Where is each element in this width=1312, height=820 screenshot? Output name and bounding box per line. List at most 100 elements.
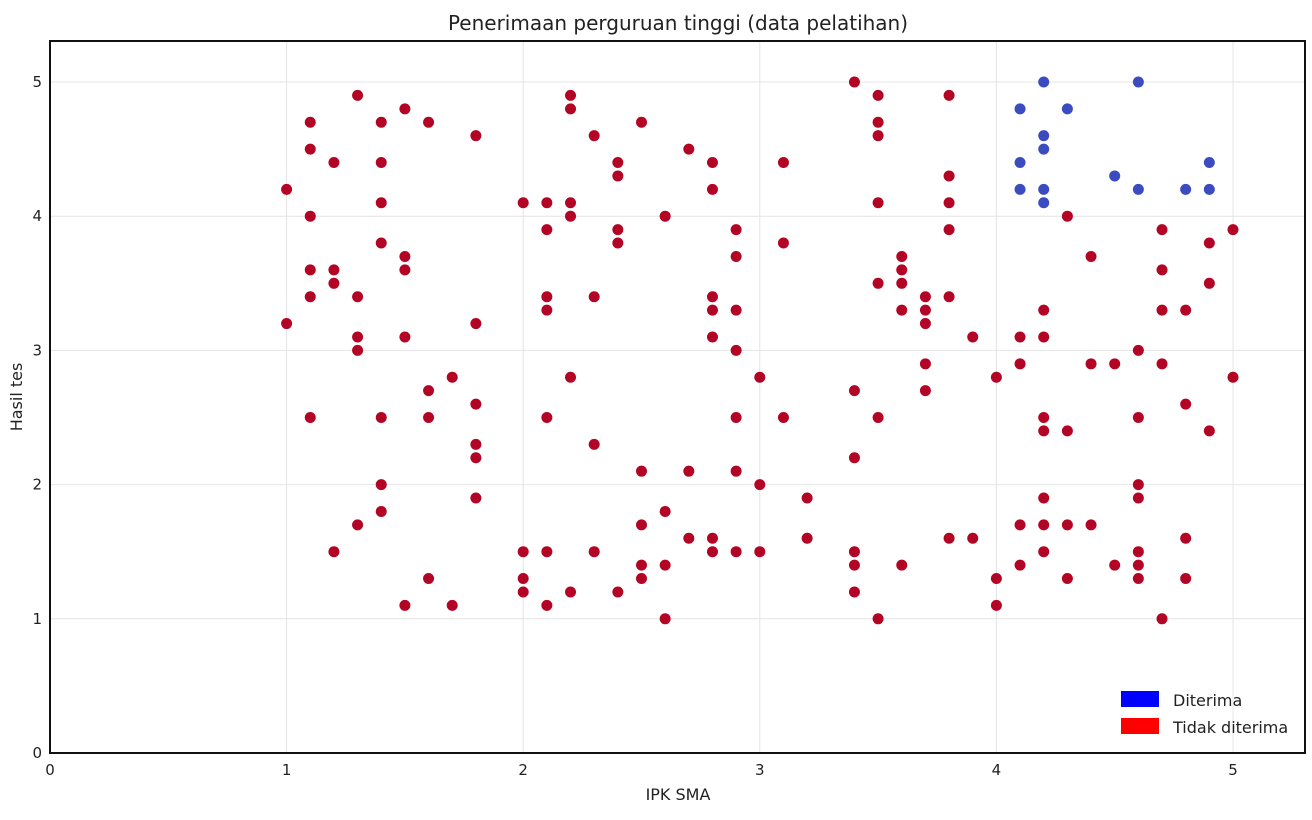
point-tidak-diterima (754, 546, 766, 558)
tick-labels: 0 1 2 3 4 5 0 1 2 3 4 5 (32, 73, 1237, 779)
point-tidak-diterima (517, 546, 529, 558)
point-tidak-diterima (328, 264, 340, 276)
point-tidak-diterima (446, 599, 458, 611)
point-tidak-diterima (1085, 250, 1097, 262)
points-layer (281, 76, 1239, 625)
point-tidak-diterima (919, 291, 931, 303)
point-tidak-diterima (565, 586, 577, 598)
y-tick-label: 4 (32, 207, 42, 225)
point-tidak-diterima (588, 438, 600, 450)
point-diterima (1038, 143, 1050, 155)
point-tidak-diterima (896, 264, 908, 276)
point-tidak-diterima (612, 170, 624, 182)
point-tidak-diterima (470, 438, 482, 450)
point-tidak-diterima (683, 143, 695, 155)
point-tidak-diterima (281, 318, 293, 330)
legend-label-diterima: Diterima (1173, 691, 1242, 710)
x-tick-label: 3 (755, 761, 765, 779)
point-tidak-diterima (352, 344, 364, 356)
point-tidak-diterima (517, 586, 529, 598)
point-tidak-diterima (659, 559, 671, 571)
point-tidak-diterima (612, 586, 624, 598)
point-tidak-diterima (281, 183, 293, 195)
chart-title: Penerimaan perguruan tinggi (data pelati… (448, 11, 908, 35)
point-tidak-diterima (375, 237, 387, 249)
point-tidak-diterima (848, 385, 860, 397)
point-tidak-diterima (565, 89, 577, 101)
point-tidak-diterima (1132, 492, 1144, 504)
point-tidak-diterima (636, 573, 647, 585)
point-tidak-diterima (659, 505, 671, 517)
point-tidak-diterima (896, 304, 908, 316)
point-diterima (1132, 183, 1144, 195)
point-tidak-diterima (706, 157, 718, 169)
point-tidak-diterima (919, 358, 931, 370)
point-tidak-diterima (423, 412, 435, 423)
point-tidak-diterima (1156, 358, 1168, 370)
point-tidak-diterima (636, 465, 647, 477)
point-tidak-diterima (1227, 224, 1239, 236)
point-tidak-diterima (612, 224, 624, 236)
y-tick-label: 2 (32, 476, 42, 494)
point-tidak-diterima (565, 197, 577, 209)
point-tidak-diterima (943, 532, 955, 544)
x-axis-label: IPK SMA (646, 785, 711, 804)
point-tidak-diterima (588, 130, 600, 142)
point-tidak-diterima (612, 237, 624, 249)
point-tidak-diterima (565, 210, 577, 222)
point-diterima (1014, 183, 1026, 195)
point-tidak-diterima (730, 465, 742, 477)
point-tidak-diterima (872, 613, 884, 625)
point-tidak-diterima (943, 224, 955, 236)
point-tidak-diterima (1061, 573, 1073, 585)
point-tidak-diterima (1085, 519, 1097, 531)
point-tidak-diterima (1061, 425, 1073, 437)
point-tidak-diterima (375, 197, 387, 209)
point-tidak-diterima (375, 505, 387, 517)
point-tidak-diterima (1203, 237, 1215, 249)
point-tidak-diterima (990, 371, 1002, 383)
point-tidak-diterima (872, 130, 884, 142)
point-tidak-diterima (375, 116, 387, 128)
point-tidak-diterima (1038, 519, 1050, 531)
point-tidak-diterima (1180, 573, 1192, 585)
point-tidak-diterima (872, 412, 884, 423)
y-tick-label: 1 (32, 610, 42, 628)
point-diterima (1038, 197, 1050, 209)
legend-swatch-tidak-diterima (1121, 718, 1159, 734)
point-tidak-diterima (470, 492, 482, 504)
point-tidak-diterima (943, 89, 955, 101)
point-tidak-diterima (801, 492, 813, 504)
point-tidak-diterima (1038, 331, 1050, 343)
point-tidak-diterima (777, 157, 789, 169)
x-tick-label: 1 (282, 761, 292, 779)
point-diterima (1180, 183, 1192, 195)
point-tidak-diterima (706, 331, 718, 343)
point-tidak-diterima (541, 546, 553, 558)
point-tidak-diterima (706, 304, 718, 316)
point-tidak-diterima (730, 344, 742, 356)
point-tidak-diterima (919, 385, 931, 397)
point-tidak-diterima (706, 546, 718, 558)
point-tidak-diterima (541, 197, 553, 209)
point-diterima (1203, 157, 1215, 169)
point-tidak-diterima (872, 116, 884, 128)
point-tidak-diterima (352, 89, 364, 101)
point-tidak-diterima (1156, 264, 1168, 276)
y-axis-label: Hasil tes (7, 363, 26, 432)
point-tidak-diterima (541, 224, 553, 236)
point-tidak-diterima (541, 304, 553, 316)
point-diterima (1038, 76, 1050, 88)
point-tidak-diterima (304, 264, 316, 276)
y-tick-label: 5 (32, 73, 42, 91)
point-tidak-diterima (659, 613, 671, 625)
point-tidak-diterima (990, 599, 1002, 611)
point-tidak-diterima (801, 532, 813, 544)
point-tidak-diterima (1038, 412, 1050, 423)
point-tidak-diterima (1014, 358, 1026, 370)
point-tidak-diterima (683, 465, 695, 477)
point-tidak-diterima (423, 116, 435, 128)
point-tidak-diterima (896, 277, 908, 289)
point-tidak-diterima (328, 157, 340, 169)
point-tidak-diterima (541, 412, 553, 423)
